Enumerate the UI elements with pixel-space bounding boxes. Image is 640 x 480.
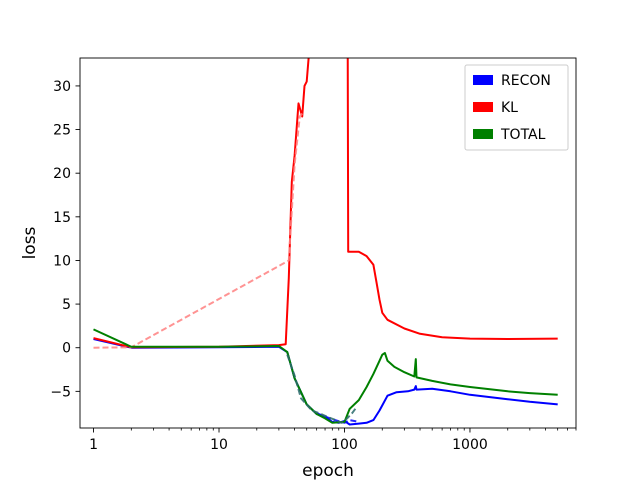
legend-label-kl: KL <box>501 100 518 116</box>
y-tick-label: 25 <box>53 123 71 139</box>
series-line-kl-val <box>93 111 305 349</box>
y-axis: −5 0 5 10 15 20 25 30 <box>50 79 80 400</box>
x-tick-label: 100 <box>331 437 358 453</box>
series-line-kl <box>93 58 558 349</box>
legend-label-recon: RECON <box>501 73 551 89</box>
y-axis-label: loss <box>20 226 40 259</box>
x-axis: 1 10 100 1000 <box>89 428 577 453</box>
y-tick-label: 0 <box>62 341 71 357</box>
series-line-total <box>93 328 558 424</box>
legend-swatch-total <box>473 129 493 139</box>
legend-swatch-recon <box>473 75 493 85</box>
legend-box <box>464 64 569 151</box>
x-axis-label: epoch <box>302 461 354 480</box>
series-line-total-val <box>286 354 358 424</box>
series-layer <box>93 58 558 426</box>
x-tick-label: 1 <box>89 437 98 453</box>
y-tick-label: 30 <box>53 79 71 95</box>
legend-label-total: TOTAL <box>500 127 546 143</box>
y-tick-label: −5 <box>50 384 71 400</box>
y-tick-label: 10 <box>53 253 71 269</box>
y-tick-label: 20 <box>53 166 71 182</box>
legend-swatch-kl <box>473 102 493 112</box>
plot-frame <box>79 57 577 429</box>
y-tick-label: 5 <box>62 297 71 313</box>
series-line-recon <box>93 338 558 426</box>
x-tick-label: 10 <box>210 437 228 453</box>
legend: RECON KL TOTAL <box>464 64 569 151</box>
y-tick-label: 15 <box>53 210 71 226</box>
x-tick-label: 1000 <box>452 437 488 453</box>
